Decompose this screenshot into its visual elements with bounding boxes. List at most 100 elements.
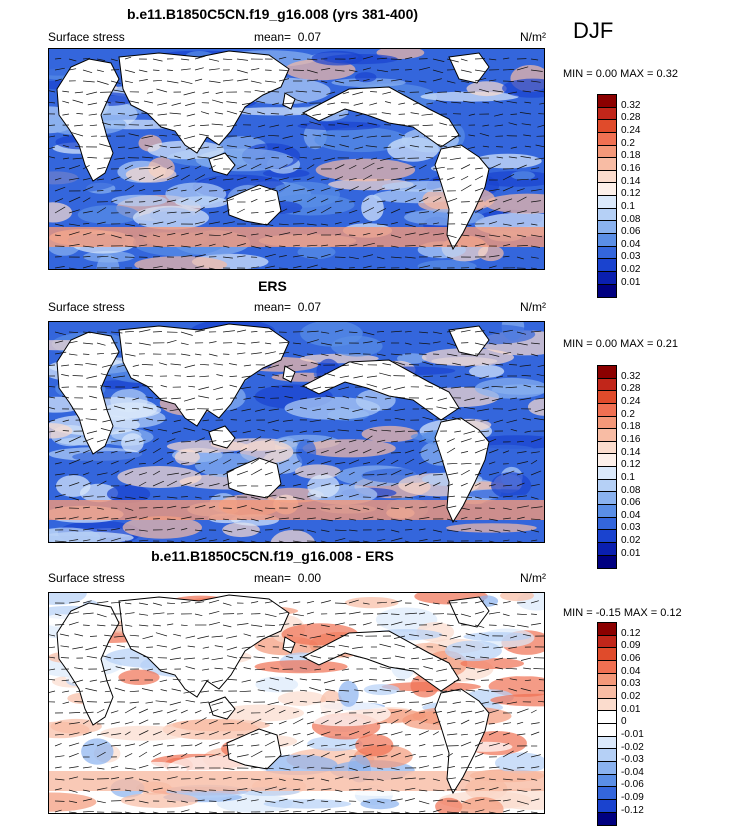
colorbar-tick-label: 0.2 <box>621 409 635 420</box>
colorbar-segment <box>598 467 616 480</box>
colorbar-tick-label: 0.1 <box>621 472 635 483</box>
colorbar-tick-label: 0.1 <box>621 201 635 212</box>
colorbar-segment <box>598 95 616 108</box>
colorbar-segment <box>598 648 616 661</box>
panel-1-units: N/m² <box>520 30 546 44</box>
colorbar-segment <box>598 737 616 750</box>
colorbar-tick-label: 0.28 <box>621 112 640 123</box>
colorbar-tick-label: 0.02 <box>621 535 640 546</box>
colorbar-segment <box>598 234 616 247</box>
colorbar-tick-label: -0.01 <box>621 729 644 740</box>
colorbar-tick-label: 0.16 <box>621 434 640 445</box>
panel-1-mean: mean= 0.07 <box>254 30 321 44</box>
colorbar-tick-label: -0.09 <box>621 792 644 803</box>
colorbar-segment <box>598 661 616 674</box>
panel-2-title: ERS <box>0 278 545 294</box>
colorbar-tick-label: 0.12 <box>621 188 640 199</box>
colorbar-segment <box>598 183 616 196</box>
panel-2-units: N/m² <box>520 300 546 314</box>
colorbar-tick-label: 0.08 <box>621 485 640 496</box>
colorbar-segment <box>598 442 616 455</box>
panel-3-title: b.e11.B1850C5CN.f19_g16.008 - ERS <box>0 548 545 564</box>
colorbar-segment <box>598 636 616 649</box>
colorbar-segment <box>598 623 616 636</box>
colorbar-tick-label: 0.01 <box>621 548 640 559</box>
colorbar-segment <box>598 480 616 493</box>
colorbar-tick-label: 0.24 <box>621 396 640 407</box>
colorbar-tick-label: 0.04 <box>621 510 640 521</box>
colorbar-tick-label: 0.06 <box>621 226 640 237</box>
colorbar-segment <box>598 800 616 813</box>
colorbar-segment <box>598 391 616 404</box>
panel-2-mean-value: 0.07 <box>298 300 321 314</box>
colorbar-segment <box>598 556 616 569</box>
panel-3-variable: Surface stress <box>48 571 125 585</box>
colorbar-tick-label: 0.06 <box>621 497 640 508</box>
colorbar-segment <box>598 379 616 392</box>
colorbar-segment <box>598 209 616 222</box>
colorbar-tick-label: 0.06 <box>621 653 640 664</box>
colorbar-segment <box>598 762 616 775</box>
season-label: DJF <box>573 18 613 44</box>
colorbar-segment <box>598 699 616 712</box>
colorbar-segment <box>598 417 616 430</box>
panel-2-map-svg <box>49 322 545 543</box>
colorbar-segment <box>598 518 616 531</box>
colorbar-tick-label: 0.04 <box>621 239 640 250</box>
colorbar-segment <box>598 749 616 762</box>
colorbar-segment <box>598 247 616 260</box>
colorbar-segment <box>598 259 616 272</box>
colorbar-segment <box>598 686 616 699</box>
panel-1-minmax: MIN = 0.00 MAX = 0.32 <box>563 68 678 80</box>
colorbar-segment <box>598 775 616 788</box>
colorbar-segment <box>598 146 616 159</box>
colorbar-tick-label: 0.18 <box>621 421 640 432</box>
colorbar-tick-label: 0.16 <box>621 163 640 174</box>
colorbar-tick-label: 0.18 <box>621 150 640 161</box>
colorbar-tick-label: 0.14 <box>621 447 640 458</box>
colorbar-segment <box>598 285 616 298</box>
panel-2-mean: mean= 0.07 <box>254 300 321 314</box>
panel-2-variable: Surface stress <box>48 300 125 314</box>
colorbar-tick-label: 0.03 <box>621 522 640 533</box>
colorbar-segment <box>598 674 616 687</box>
colorbar-tick-label: 0.12 <box>621 628 640 639</box>
colorbar-tick-label: 0.24 <box>621 125 640 136</box>
panel-1-variable: Surface stress <box>48 30 125 44</box>
colorbar-segment <box>598 196 616 209</box>
colorbar-segment <box>598 171 616 184</box>
colorbar-segment <box>598 787 616 800</box>
panel-3-units: N/m² <box>520 571 546 585</box>
colorbar-segment <box>598 366 616 379</box>
colorbar-segment <box>598 272 616 285</box>
colorbar-segment <box>598 505 616 518</box>
colorbar-segment <box>598 530 616 543</box>
panel-1-mean-label: mean= <box>254 30 291 44</box>
colorbar-segment <box>598 711 616 724</box>
colorbar-tick-label: 0.03 <box>621 678 640 689</box>
colorbar-tick-label: -0.03 <box>621 754 644 765</box>
panel-2-minmax: MIN = 0.00 MAX = 0.21 <box>563 338 678 350</box>
panel-3-minmax: MIN = -0.15 MAX = 0.12 <box>563 607 682 619</box>
panel-1-map-svg <box>49 49 545 270</box>
panel-3-mean-value: 0.00 <box>298 571 321 585</box>
colorbar-segment <box>598 120 616 133</box>
colorbar-segment <box>598 108 616 121</box>
colorbar-tick-label: 0.01 <box>621 704 640 715</box>
colorbar-segment <box>598 813 616 826</box>
colorbar-tick-label: 0.09 <box>621 640 640 651</box>
colorbar-tick-label: 0.08 <box>621 214 640 225</box>
colorbar-tick-label: 0 <box>621 716 627 727</box>
colorbar-tick-label: 0.14 <box>621 176 640 187</box>
panel-3-map <box>48 592 545 814</box>
colorbar-tick-label: 0.03 <box>621 251 640 262</box>
colorbar-tick-label: -0.12 <box>621 805 644 816</box>
panel-3-mean-label: mean= <box>254 571 291 585</box>
panel-1-title: b.e11.B1850C5CN.f19_g16.008 (yrs 381-400… <box>0 6 545 22</box>
colorbar-tick-label: 0.02 <box>621 691 640 702</box>
colorbar-tick-label: 0.28 <box>621 383 640 394</box>
panel-1-mean-value: 0.07 <box>298 30 321 44</box>
colorbar-segment <box>598 133 616 146</box>
